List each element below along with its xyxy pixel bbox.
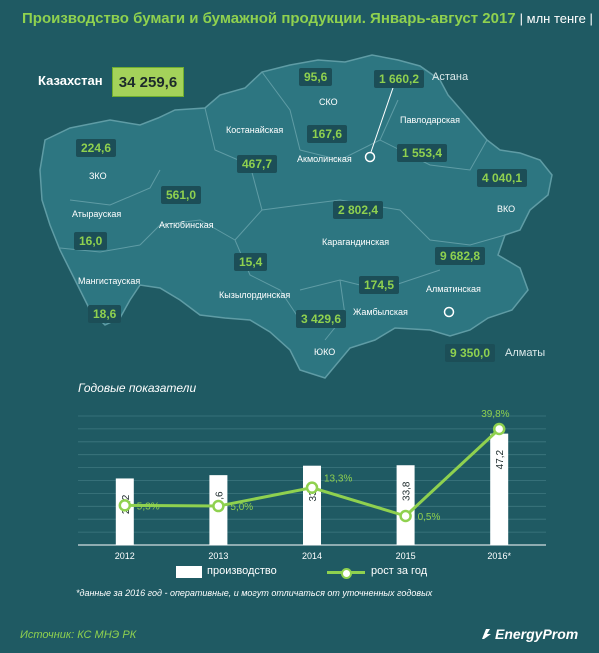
region-label-atyrau: Атырауская: [72, 209, 122, 219]
growth-point: [212, 499, 225, 513]
legend-bar-label: производство: [207, 565, 277, 577]
growth-value-label: 0,5%: [418, 512, 441, 523]
x-tick-label: 2012: [115, 551, 135, 560]
region-label-akmola: Акмолинская: [297, 154, 352, 164]
unit-label: | млн тенге |: [519, 11, 593, 26]
region-value-yuko: 3 429,6: [296, 310, 347, 328]
city-value-almaty: 9 350,0: [445, 344, 496, 362]
map-land-shape: [39, 54, 553, 379]
bar-production: [396, 465, 415, 545]
region-label-karaganda: Карагандинская: [322, 237, 390, 247]
region-value-atyrau: 16,0: [74, 232, 108, 250]
region-label-vko: ВКО: [497, 204, 516, 214]
legend-line-marker: [341, 568, 352, 579]
region-label-pavlodar: Павлодарская: [400, 115, 460, 125]
growth-point: [305, 481, 319, 494]
region-value-zhambyl: 174,5: [359, 276, 400, 294]
legend-bar-swatch: [176, 566, 202, 578]
region-label-yuko: ЮКО: [314, 347, 336, 357]
country-label: Казахстан: [38, 73, 103, 88]
bar-production: [303, 465, 321, 545]
kazakhstan-map: [39, 54, 553, 379]
city-label-almaty: Алматы: [505, 347, 546, 359]
country-total: 34 259,6: [112, 67, 184, 97]
footnote: *данные за 2016 год - оперативные, и мог…: [76, 588, 433, 598]
growth-value-label: 39,8%: [481, 409, 509, 420]
region-value-zko: 224,6: [76, 139, 117, 157]
astana-leader: [370, 81, 396, 153]
legend-line-label: рост за год: [371, 565, 428, 577]
growth-point: [399, 509, 412, 523]
region-label-kyzylorda: Кызылординская: [219, 290, 291, 300]
region-value-kostanay: 467,7: [237, 155, 278, 173]
region-label-almaty-region: Алматинская: [426, 284, 481, 294]
source-note: Источник: КС МНЭ РК: [20, 629, 137, 641]
bar-value-label: 33,8: [402, 481, 413, 501]
x-tick-label: 2013: [208, 551, 228, 560]
growth-point: [492, 422, 506, 436]
region-label-mangistau: Мангистауская: [78, 276, 141, 286]
chart-title: Годовые показатели: [78, 381, 197, 395]
region-label-sko: СКО: [319, 97, 338, 107]
bar-production: [490, 433, 509, 545]
x-tick-label: 2014: [302, 551, 322, 560]
bar-production: [115, 478, 134, 545]
region-value-mangistau: 18,6: [88, 305, 122, 323]
region-label-aktobe: Актюбинская: [159, 220, 214, 230]
x-tick-label: 2015: [396, 551, 416, 560]
region-label-zko: ЗКО: [89, 171, 107, 181]
region-value-almaty-region: 9 682,8: [435, 247, 486, 265]
region-label-kostanay: Костанайская: [226, 125, 284, 135]
growth-point: [118, 499, 132, 512]
brand-name: EnergyProm: [495, 626, 579, 642]
region-value-akmola: 167,6: [307, 125, 348, 143]
energyprom-logo-icon: [482, 629, 491, 639]
region-value-vko: 4 040,1: [477, 169, 528, 187]
region-value-kyzylorda: 15,4: [234, 253, 268, 271]
bar-value-label: 47,2: [495, 449, 506, 469]
region-value-aktobe: 561,0: [161, 186, 202, 204]
x-tick-label: 2016*: [487, 551, 511, 560]
growth-value-label: 5,3%: [137, 501, 160, 512]
region-value-pavlodar: 1 553,4: [397, 144, 448, 162]
region-label-zhambyl: Жамбылская: [353, 307, 408, 317]
page-title: Производство бумаги и бумажной продукции…: [22, 10, 593, 27]
astana-marker: [364, 151, 376, 163]
annual-chart: 28,2201229,6201333,6201433,8201547,22016…: [78, 409, 546, 560]
city-label-astana: Астана: [432, 71, 469, 83]
region-value-karaganda: 2 802,4: [333, 201, 384, 219]
growth-value-label: 5,0%: [230, 502, 253, 513]
region-value-sko: 95,6: [299, 68, 333, 86]
city-value-astana: 1 660,2: [374, 70, 425, 88]
growth-value-label: 13,3%: [324, 474, 352, 485]
almaty-marker: [443, 306, 455, 318]
